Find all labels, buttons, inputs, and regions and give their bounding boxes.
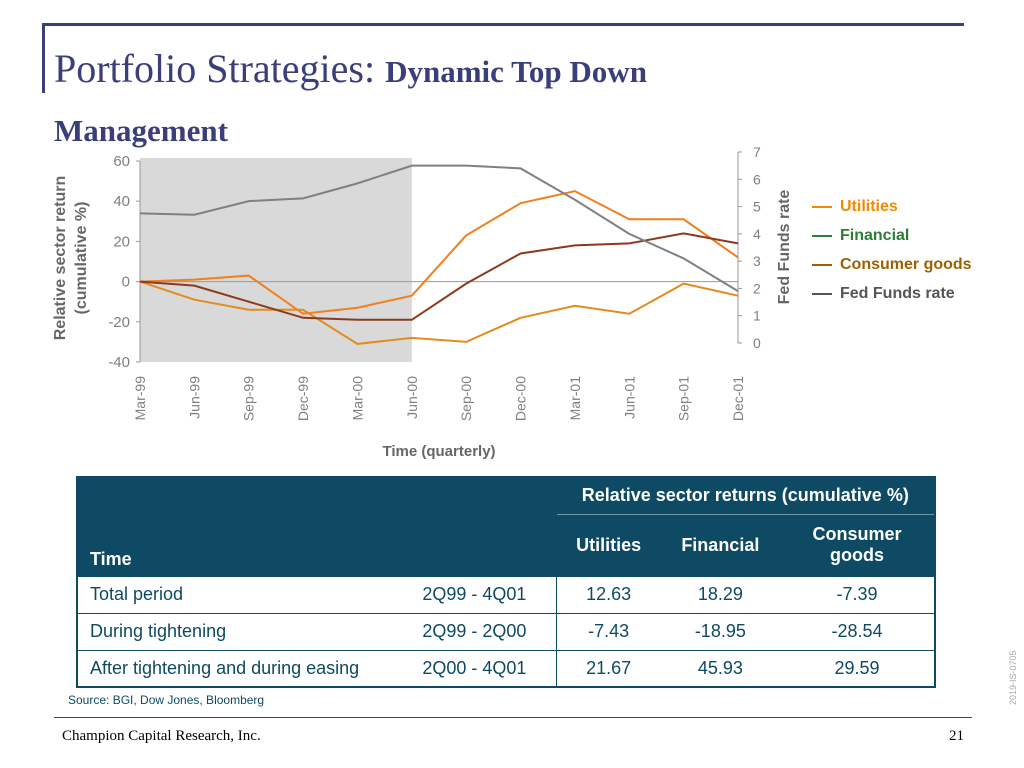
cell-value: 21.67 (556, 649, 661, 687)
x-axis-title: Time (quarterly) (382, 443, 495, 460)
x-tick-label: Mar-00 (349, 376, 365, 421)
x-tick-label: Sep-00 (458, 376, 474, 421)
y2-tick-label: 4 (753, 226, 761, 242)
series-line-consumer-goods (139, 232, 739, 321)
y-tick-label: 0 (122, 274, 130, 291)
cell-value: -7.39 (780, 575, 935, 613)
table-row: Total period 2Q99 - 4Q01 12.63 18.29 -7.… (77, 575, 935, 613)
legend-swatch (812, 234, 832, 237)
cell-value: -28.54 (780, 612, 935, 650)
cell-value: 18.29 (660, 575, 780, 613)
col-header-utilities: Utilities (576, 534, 642, 555)
chart-legend: Utilities Financial Consumer goods Fed F… (812, 192, 972, 308)
legend-label: Financial (840, 226, 910, 244)
x-tick-label: Jun-99 (186, 376, 202, 419)
tightening-period-shade (140, 158, 412, 362)
y-axis-title-line2: (cumulative %) (73, 202, 90, 315)
x-tick-label: Dec-01 (730, 376, 746, 421)
col-header-financial: Financial (681, 534, 760, 555)
x-tick-label: Dec-00 (513, 376, 529, 421)
x-tick-label: Sep-01 (676, 376, 692, 421)
y2-tick-label: 5 (753, 199, 761, 215)
y-axis-title: Relative sector return (52, 176, 69, 341)
legend-label: Fed Funds rate (840, 284, 955, 302)
footer-rule (54, 717, 972, 718)
x-tick-label: Sep-99 (241, 376, 257, 421)
x-tick-label: Mar-01 (567, 376, 583, 421)
y-tick-label: 20 (113, 233, 130, 250)
y-tick-label: -40 (108, 354, 130, 371)
row-label: Total period (77, 575, 411, 613)
legend-item-fed-funds-rate: Fed Funds rate (812, 279, 972, 308)
series-line-financial (139, 280, 739, 345)
row-period: 2Q99 - 4Q01 (410, 575, 557, 613)
series-line-fed-funds-rate (139, 164, 739, 293)
x-tick-label: Dec-99 (295, 376, 311, 421)
y-tick-label: -20 (108, 314, 130, 331)
x-tick-label: Mar-99 (132, 376, 148, 421)
company-name: Champion Capital Research, Inc. (62, 728, 261, 744)
y-tick-label: 60 (113, 153, 130, 170)
table-row: During tightening 2Q99 - 2Q00 -7.43 -18.… (77, 612, 935, 650)
legend-label: Utilities (840, 197, 898, 215)
cell-value: -18.95 (660, 612, 780, 650)
legend-swatch (812, 205, 832, 208)
y2-tick-label: 7 (753, 144, 761, 160)
top-rule (42, 23, 964, 26)
legend-item-consumer-goods: Consumer goods (812, 250, 972, 279)
table-row: After tightening and during easing 2Q00 … (77, 649, 935, 687)
cell-value: 45.93 (660, 649, 780, 687)
y2-tick-label: 0 (753, 335, 761, 351)
left-accent-bar (42, 23, 45, 93)
row-label: After tightening and during easing (77, 649, 411, 687)
title-main: Portfolio Strategies: (54, 46, 386, 91)
source-note: Source: BGI, Dow Jones, Bloomberg (68, 693, 265, 707)
title-bold: Dynamic Top Down (385, 54, 647, 89)
row-period: 2Q99 - 2Q00 (410, 612, 557, 650)
col-header-consumer-goods: Consumer goods (812, 524, 902, 565)
y2-tick-label: 1 (753, 308, 761, 324)
returns-table: Time Relative sector returns (cumulative… (76, 476, 936, 688)
legend-label: Consumer goods (840, 255, 972, 273)
page-number: 21 (949, 728, 964, 744)
document-id: 2019-IS-0705 (1008, 650, 1018, 705)
y2-tick-label: 6 (753, 171, 761, 187)
cell-value: 29.59 (780, 649, 935, 687)
title-bold-line2: Management (54, 113, 228, 148)
row-label: During tightening (77, 612, 411, 650)
x-tick-label: Jun-00 (404, 376, 420, 419)
legend-swatch (812, 263, 832, 266)
y2-tick-label: 3 (753, 253, 761, 269)
cell-value: 12.63 (556, 575, 661, 613)
row-period: 2Q00 - 4Q01 (410, 649, 557, 687)
x-tick-label: Jun-01 (621, 376, 637, 419)
legend-item-financial: Financial (812, 221, 972, 250)
legend-item-utilities: Utilities (812, 192, 972, 221)
series-line-utilities (139, 190, 739, 315)
slide-title: Portfolio Strategies: Dynamic Top Down M… (54, 44, 854, 148)
cell-value: -7.43 (556, 612, 661, 650)
y-tick-label: 40 (113, 193, 130, 210)
table-header-row: Time Relative sector returns (cumulative… (77, 477, 935, 576)
legend-swatch (812, 292, 832, 295)
time-header: Time (77, 477, 557, 576)
y2-tick-label: 2 (753, 280, 761, 296)
group-header: Relative sector returns (cumulative %) (556, 477, 935, 515)
y2-axis-title: Fed Funds rate (776, 190, 793, 305)
